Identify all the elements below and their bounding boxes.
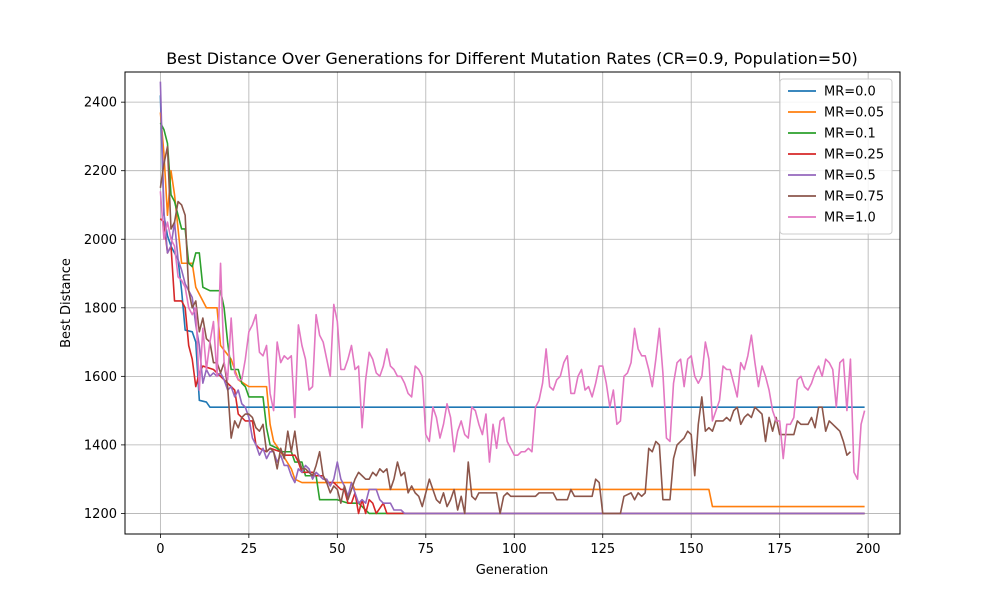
x-tick-label: 0 bbox=[156, 542, 164, 557]
x-tick-label: 200 bbox=[856, 542, 881, 557]
series-line bbox=[159, 95, 865, 408]
y-tick-label: 1400 bbox=[84, 438, 117, 453]
legend-label: MR=0.05 bbox=[824, 106, 884, 121]
legend-label: MR=0.0 bbox=[824, 85, 876, 100]
y-tick-label: 1200 bbox=[84, 507, 117, 522]
series-line bbox=[159, 145, 852, 515]
plot-frame bbox=[124, 71, 901, 535]
x-tick-label: 50 bbox=[329, 542, 346, 557]
x-tick-label: 25 bbox=[241, 542, 258, 557]
legend: MR=0.0 MR=0.05 MR=0.1 MR=0.25 MR=0.5 MR=0.75 M… bbox=[779, 78, 893, 235]
y-axis-ticks: 1200 1400 1600 1800 2000 2200 2400 bbox=[84, 96, 125, 522]
x-tick-label: 75 bbox=[418, 542, 435, 557]
x-tick-label: 150 bbox=[679, 542, 704, 557]
series-line bbox=[159, 191, 866, 480]
legend-label: MR=0.25 bbox=[824, 148, 884, 163]
chart-title: Best Distance Over Generations for Diffe… bbox=[166, 49, 858, 68]
y-tick-label: 2400 bbox=[84, 96, 117, 111]
y-tick-label: 2200 bbox=[84, 164, 117, 179]
series-lines bbox=[159, 81, 866, 515]
x-axis-label: Generation bbox=[476, 563, 549, 578]
legend-label: MR=0.75 bbox=[824, 190, 884, 205]
legend-label: MR=1.0 bbox=[824, 211, 876, 226]
x-tick-label: 175 bbox=[767, 542, 792, 557]
y-axis-label: Best Distance bbox=[59, 258, 74, 348]
y-tick-label: 1600 bbox=[84, 370, 117, 385]
y-tick-label: 1800 bbox=[84, 301, 117, 316]
series-line bbox=[159, 112, 865, 508]
x-tick-label: 125 bbox=[590, 542, 615, 557]
y-tick-label: 2000 bbox=[84, 233, 117, 248]
x-axis-ticks: 0 25 50 75 100 125 150 175 200 bbox=[156, 534, 881, 557]
legend-label: MR=0.1 bbox=[824, 127, 876, 142]
x-tick-label: 100 bbox=[502, 542, 527, 557]
legend-label: MR=0.5 bbox=[824, 169, 876, 184]
